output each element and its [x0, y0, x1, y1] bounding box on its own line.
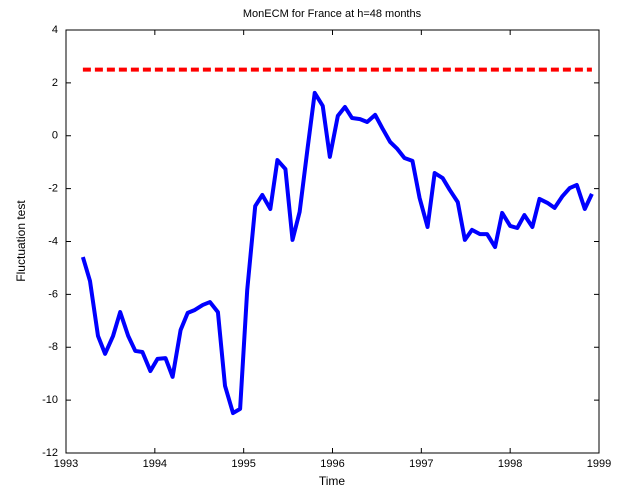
y-tick-label: 4	[52, 24, 58, 36]
x-tick-label: 1993	[54, 458, 78, 470]
y-tick-label: 2	[52, 77, 58, 89]
x-tick-label: 1995	[231, 458, 255, 470]
x-tick-label: 1998	[498, 458, 522, 470]
x-tick-label: 1997	[409, 458, 433, 470]
x-axis-label: Time	[319, 474, 346, 488]
chart-title: MonECM for France at h=48 months	[243, 8, 422, 20]
y-tick-label: -8	[48, 341, 58, 353]
y-tick-label: -10	[42, 394, 58, 406]
line-series	[80, 90, 594, 416]
y-axis-label: Fluctuation test	[14, 200, 28, 282]
y-tick-label: 0	[52, 130, 58, 142]
x-tick-label: 1994	[143, 458, 167, 470]
y-tick-label: -2	[48, 183, 58, 195]
x-tick-label: 1999	[587, 458, 611, 470]
y-tick-label: -6	[48, 288, 58, 300]
y-tick-label: -12	[42, 447, 58, 459]
y-tick-label: -4	[48, 235, 58, 247]
x-tick-label: 1996	[320, 458, 344, 470]
